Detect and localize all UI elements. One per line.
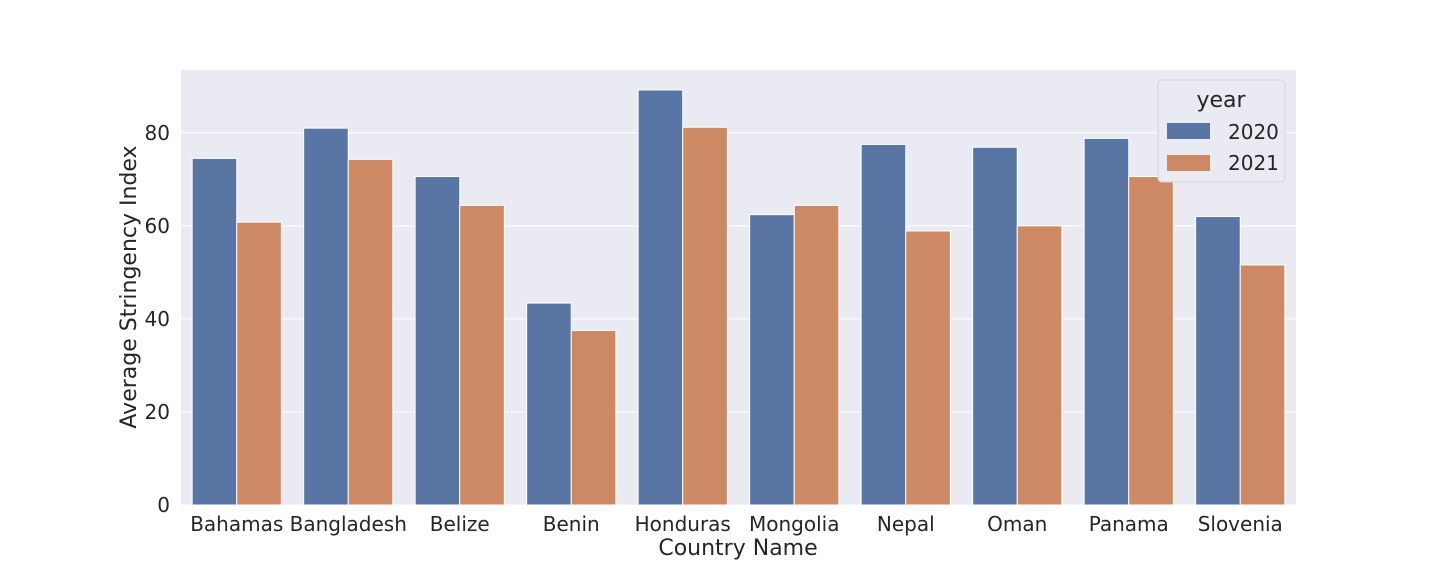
- y-axis-ticks: 0 20 40 60 80: [145, 121, 170, 517]
- bar-slovenia-2020: [1195, 216, 1241, 506]
- bar-benin-2020: [526, 302, 572, 506]
- bar-honduras-2020: [637, 89, 684, 506]
- bar-panama-2021: [1128, 176, 1174, 506]
- x-tick-label: Panama: [1089, 512, 1169, 536]
- bar-oman-2020: [972, 146, 1018, 506]
- x-tick-label: Bangladesh: [290, 512, 407, 536]
- bar-panama-2020: [1083, 137, 1130, 506]
- bar-bangladesh-2020: [303, 127, 349, 506]
- bar-mongolia-2021: [793, 204, 840, 506]
- x-tick-label: Honduras: [635, 512, 731, 536]
- x-tick-label: Nepal: [877, 512, 935, 536]
- bars: [191, 89, 1286, 506]
- x-tick-label: Belize: [430, 512, 490, 536]
- bar-bahamas-2021: [236, 221, 282, 506]
- y-axis-title: Average Stringency Index: [117, 145, 142, 428]
- bar-mongolia-2020: [749, 214, 795, 506]
- x-axis-ticks: Bahamas Bangladesh Belize Benin Honduras Mong…: [190, 512, 1283, 536]
- x-axis-title: Country Name: [658, 536, 817, 561]
- y-tick-label: 0: [157, 493, 170, 517]
- y-tick-label: 20: [145, 400, 170, 424]
- bar-belize-2021: [459, 204, 505, 506]
- legend-label-2021: 2021: [1228, 151, 1279, 175]
- bar-benin-2021: [570, 330, 617, 506]
- legend-swatch-2020: [1167, 123, 1210, 139]
- bar-bangladesh-2021: [347, 158, 394, 506]
- bar-bahamas-2020: [191, 157, 238, 506]
- legend: year 2020 2021: [1157, 79, 1286, 183]
- bar-nepal-2021: [905, 230, 951, 506]
- legend-swatch-2021: [1167, 155, 1210, 171]
- bar-belize-2020: [414, 176, 461, 506]
- y-tick-label: 40: [145, 307, 170, 331]
- legend-title: year: [1196, 88, 1246, 113]
- y-tick-label: 80: [145, 121, 170, 145]
- bar-nepal-2020: [860, 143, 907, 506]
- y-tick-label: 60: [145, 214, 170, 238]
- x-tick-label: Benin: [543, 512, 600, 536]
- x-tick-label: Oman: [987, 512, 1047, 536]
- x-tick-label: Mongolia: [749, 512, 839, 536]
- bar-slovenia-2021: [1239, 264, 1286, 506]
- x-tick-label: Slovenia: [1198, 512, 1283, 536]
- legend-label-2020: 2020: [1228, 120, 1279, 144]
- x-tick-label: Bahamas: [190, 512, 283, 536]
- bar-oman-2021: [1016, 225, 1063, 506]
- bar-honduras-2021: [682, 126, 728, 506]
